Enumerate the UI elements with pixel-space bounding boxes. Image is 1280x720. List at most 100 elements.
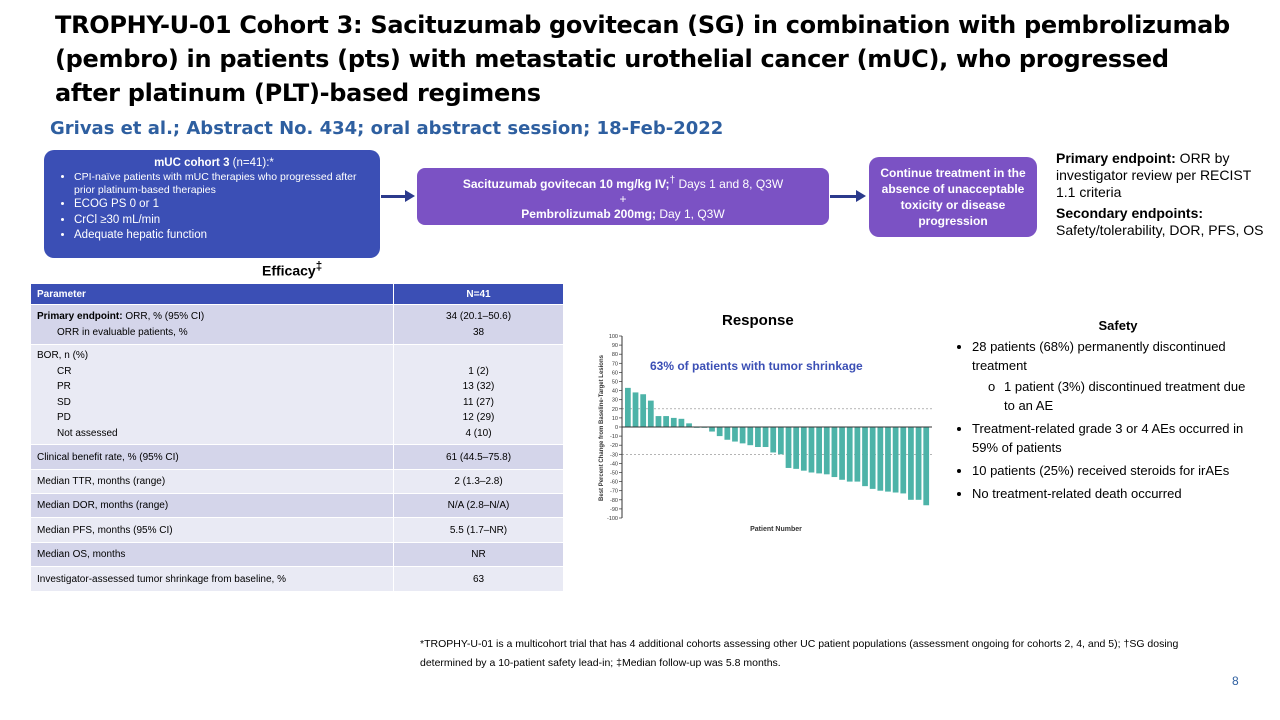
row-label: ORR in evaluable patients, % xyxy=(57,326,188,338)
y-tick-label: 70 xyxy=(612,361,618,367)
col-header-parameter: Parameter xyxy=(30,283,394,305)
criteria-item: CrCl ≥30 mL/min xyxy=(74,213,370,229)
row-value: 12 (29) xyxy=(462,412,495,423)
response-title: Response xyxy=(722,312,794,329)
row-label: Clinical benefit rate, % (95% CI) xyxy=(30,444,394,470)
efficacy-title: Efficacy‡ xyxy=(262,260,323,279)
page-number: 8 xyxy=(1232,674,1239,688)
safety-subitem: 1 patient (3%) discontinued treatment du… xyxy=(1004,377,1250,415)
regimen-plus: + xyxy=(619,192,627,206)
safety-item: 10 patients (25%) received steroids for … xyxy=(972,461,1250,480)
row-label: Median TTR, months (range) xyxy=(30,469,394,494)
y-tick-label: 30 xyxy=(612,398,618,404)
waterfall-bar xyxy=(686,423,692,427)
regimen-drug2: Pembrolizumab 200mg; Day 1, Q3W xyxy=(521,207,725,221)
safety-item: 28 patients (68%) permanently discontinu… xyxy=(972,337,1250,415)
row-label: BOR, n (%) xyxy=(37,350,89,361)
waterfall-bar xyxy=(831,427,838,478)
y-tick-label: -20 xyxy=(610,443,618,449)
table-row: Primary endpoint: ORR, % (95% CI) ORR in… xyxy=(30,304,564,345)
waterfall-bar xyxy=(800,427,807,471)
y-axis-label: Best Percent Change from Baseline-Target… xyxy=(599,354,605,501)
y-tick-label: 40 xyxy=(612,389,618,395)
row-label: Median PFS, months (95% CI) xyxy=(30,517,394,543)
table-row: Median TTR, months (range) 2 (1.3–2.8) xyxy=(30,469,564,494)
table-header-row: Parameter N=41 xyxy=(30,283,564,305)
row-label: Not assessed xyxy=(57,427,118,439)
waterfall-bar xyxy=(900,427,907,494)
endpoints-text: Primary endpoint: ORR by investigator re… xyxy=(1056,150,1266,239)
flow-arrow-head xyxy=(856,190,866,202)
waterfall-bar xyxy=(839,427,845,480)
row-value: 63 xyxy=(393,566,564,592)
row-value: 5.5 (1.7–NR) xyxy=(393,517,564,543)
table-row: BOR, n (%) CR PR SD PD Not assessed 1 (2… xyxy=(30,344,564,445)
waterfall-bar xyxy=(885,427,891,492)
y-tick-label: 100 xyxy=(609,334,618,340)
x-axis-label: Patient Number xyxy=(750,526,802,533)
y-tick-label: 90 xyxy=(612,343,618,349)
table-row: Clinical benefit rate, % (95% CI) 61 (44… xyxy=(30,444,564,470)
waterfall-bar xyxy=(862,427,868,487)
efficacy-table: Parameter N=41 Primary endpoint: ORR, % … xyxy=(30,283,564,592)
cohort-heading: mUC cohort 3 (n=41):* xyxy=(154,157,274,169)
waterfall-bar xyxy=(640,394,647,427)
waterfall-bar xyxy=(647,400,654,427)
table-row: Median PFS, months (95% CI) 5.5 (1.7–NR) xyxy=(30,517,564,543)
secondary-endpoint-label: Secondary endpoints: xyxy=(1056,205,1204,221)
secondary-endpoint-text: Safety/tolerability, DOR, PFS, OS xyxy=(1056,222,1264,238)
row-value: 34 (20.1–50.6) xyxy=(445,311,512,322)
row-label: SD xyxy=(57,396,71,408)
waterfall-bar xyxy=(755,427,761,448)
y-tick-label: -90 xyxy=(610,507,618,513)
row-label: Median OS, months xyxy=(30,542,394,567)
table-row: Investigator-assessed tumor shrinkage fr… xyxy=(30,566,564,592)
waterfall-bar xyxy=(625,387,631,427)
waterfall-bar xyxy=(739,427,746,444)
criteria-item: ECOG PS 0 or 1 xyxy=(74,197,370,213)
y-tick-label: -80 xyxy=(610,498,618,504)
flow-arrow-shaft xyxy=(381,195,407,198)
waterfall-bar xyxy=(709,427,715,432)
waterfall-bar xyxy=(770,427,777,453)
safety-section: Safety 28 patients (68%) permanently dis… xyxy=(950,316,1250,507)
y-tick-label: -40 xyxy=(610,461,618,467)
waterfall-bar xyxy=(724,427,731,440)
waterfall-bar xyxy=(716,427,723,437)
criteria-item: Adequate hepatic function xyxy=(74,228,370,244)
flow-arrow-shaft xyxy=(830,195,858,198)
waterfall-bar xyxy=(762,427,769,448)
cohort-box: mUC cohort 3 (n=41):* CPI-naïve patients… xyxy=(44,150,380,258)
row-value: 61 (44.5–75.8) xyxy=(393,444,564,470)
safety-item: Treatment-related grade 3 or 4 AEs occur… xyxy=(972,419,1250,457)
row-value: NR xyxy=(393,542,564,567)
row-value: 11 (27) xyxy=(463,396,494,408)
y-tick-label: 20 xyxy=(612,407,618,413)
waterfall-bar xyxy=(663,416,669,427)
y-tick-label: -100 xyxy=(607,516,618,522)
cohort-criteria-list: CPI-naïve patients with mUC therapies wh… xyxy=(58,171,370,244)
waterfall-bar xyxy=(808,427,815,473)
criteria-item: CPI-naïve patients with mUC therapies wh… xyxy=(74,171,370,197)
y-tick-label: -50 xyxy=(610,471,618,477)
row-label: PR xyxy=(57,381,71,392)
waterfall-bar xyxy=(785,427,792,468)
col-header-value: N=41 xyxy=(393,283,564,305)
y-tick-label: -60 xyxy=(610,480,618,486)
y-tick-label: -70 xyxy=(610,489,618,495)
waterfall-bar xyxy=(678,418,685,427)
waterfall-chart: 1009080706050403020100-10-20-30-40-50-60… xyxy=(590,330,940,540)
row-label: Median DOR, months (range) xyxy=(30,493,394,518)
row-value: N/A (2.8–N/A) xyxy=(393,493,564,518)
waterfall-bar xyxy=(823,427,830,475)
waterfall-bar xyxy=(908,427,914,500)
y-tick-label: -30 xyxy=(610,452,618,458)
primary-endpoint: Primary endpoint: ORR by investigator re… xyxy=(1056,150,1252,200)
waterfall-bar xyxy=(632,392,639,427)
slide-title: TROPHY-U-01 Cohort 3: Sacituzumab govite… xyxy=(55,11,1230,107)
row-label: Primary endpoint: ORR, % (95% CI) xyxy=(37,311,205,322)
chart-annotation: 63% of patients with tumor shrinkage xyxy=(650,359,863,373)
safety-sublist: 1 patient (3%) discontinued treatment du… xyxy=(972,377,1250,415)
row-label: CR xyxy=(57,365,72,377)
waterfall-bar xyxy=(655,416,662,427)
